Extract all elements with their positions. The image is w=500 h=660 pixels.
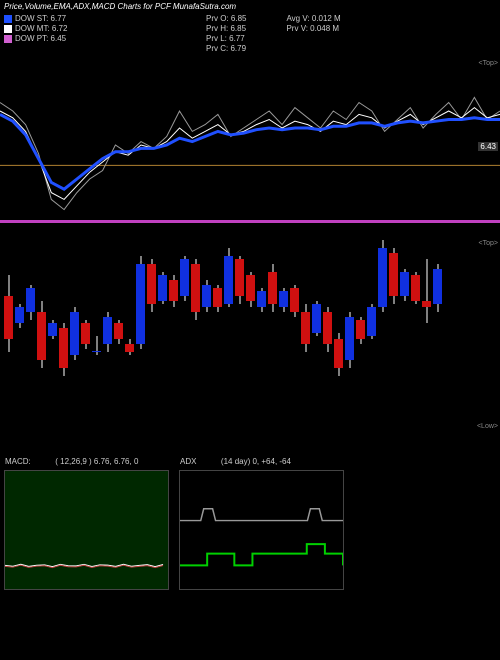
stat-row: Avg V: 0.012 M bbox=[286, 14, 340, 23]
candle bbox=[246, 240, 255, 400]
candle bbox=[367, 240, 376, 400]
page-title: Price,Volume,EMA,ADX,MACD Charts for PCF… bbox=[0, 0, 500, 13]
price-tag: 6.43 bbox=[478, 142, 498, 151]
candle bbox=[4, 240, 13, 400]
header-row: DOW ST: 6.77DOW MT: 6.72DOW PT: 6.45 Prv… bbox=[0, 13, 500, 54]
candle bbox=[158, 240, 167, 400]
candle bbox=[48, 240, 57, 400]
indicator-panels: MACD: ( 12,26,9 ) 6.76, 6.76, 0 ADX (14 … bbox=[0, 470, 500, 590]
candle bbox=[312, 240, 321, 400]
candle bbox=[136, 240, 145, 400]
candle bbox=[411, 240, 420, 400]
legend: DOW ST: 6.77DOW MT: 6.72DOW PT: 6.45 bbox=[4, 13, 204, 54]
candle bbox=[169, 240, 178, 400]
candle bbox=[301, 240, 310, 400]
candle bbox=[279, 240, 288, 400]
stat-row: Prv L: 6.77 bbox=[206, 34, 246, 43]
legend-swatch bbox=[4, 35, 12, 43]
legend-label: DOW ST: 6.77 bbox=[15, 14, 66, 23]
stat-row: Prv C: 6.79 bbox=[206, 44, 246, 53]
candle bbox=[147, 240, 156, 400]
candle bbox=[180, 240, 189, 400]
stat-row: Prv H: 6.85 bbox=[206, 24, 246, 33]
candle bbox=[92, 240, 101, 400]
candle bbox=[202, 240, 211, 400]
candle bbox=[257, 240, 266, 400]
adx-panel: ADX (14 day) 0, +64, -64 bbox=[179, 470, 344, 590]
candle bbox=[422, 240, 431, 400]
axis-low-label: <Low> bbox=[477, 423, 498, 430]
stats-volume: Avg V: 0.012 MPrv V: 0.048 M bbox=[286, 13, 340, 54]
candle bbox=[400, 240, 409, 400]
ema-line-chart: <Top> 6.43 bbox=[0, 60, 500, 230]
candle bbox=[389, 240, 398, 400]
legend-swatch bbox=[4, 25, 12, 33]
candlestick-chart: <Top> <Low> bbox=[0, 240, 500, 430]
axis-top-label: <Top> bbox=[479, 60, 498, 67]
candle bbox=[59, 240, 68, 400]
candle bbox=[268, 240, 277, 400]
candle bbox=[37, 240, 46, 400]
legend-swatch bbox=[4, 15, 12, 23]
candle bbox=[26, 240, 35, 400]
candle bbox=[433, 240, 442, 400]
candle bbox=[81, 240, 90, 400]
stats: Prv O: 6.85Prv H: 6.85Prv L: 6.77Prv C: … bbox=[206, 13, 496, 54]
candle bbox=[356, 240, 365, 400]
candle bbox=[224, 240, 233, 400]
candle bbox=[125, 240, 134, 400]
candle bbox=[213, 240, 222, 400]
stats-ohlc: Prv O: 6.85Prv H: 6.85Prv L: 6.77Prv C: … bbox=[206, 13, 246, 54]
candle bbox=[334, 240, 343, 400]
legend-label: DOW MT: 6.72 bbox=[15, 24, 67, 33]
legend-label: DOW PT: 6.45 bbox=[15, 34, 66, 43]
candle bbox=[323, 240, 332, 400]
axis-top-label: <Top> bbox=[479, 240, 498, 247]
legend-item: DOW PT: 6.45 bbox=[4, 34, 204, 43]
candle bbox=[70, 240, 79, 400]
candle bbox=[191, 240, 200, 400]
candle bbox=[114, 240, 123, 400]
macd-title: MACD: ( 12,26,9 ) 6.76, 6.76, 0 bbox=[5, 457, 138, 466]
candle bbox=[235, 240, 244, 400]
stat-row: Prv V: 0.048 M bbox=[286, 24, 340, 33]
legend-item: DOW MT: 6.72 bbox=[4, 24, 204, 33]
candle bbox=[345, 240, 354, 400]
candle bbox=[378, 240, 387, 400]
legend-item: DOW ST: 6.77 bbox=[4, 14, 204, 23]
stat-row: Prv O: 6.85 bbox=[206, 14, 246, 23]
candle bbox=[290, 240, 299, 400]
macd-panel: MACD: ( 12,26,9 ) 6.76, 6.76, 0 bbox=[4, 470, 169, 590]
adx-title: ADX (14 day) 0, +64, -64 bbox=[180, 457, 291, 466]
candle bbox=[15, 240, 24, 400]
candle bbox=[103, 240, 112, 400]
